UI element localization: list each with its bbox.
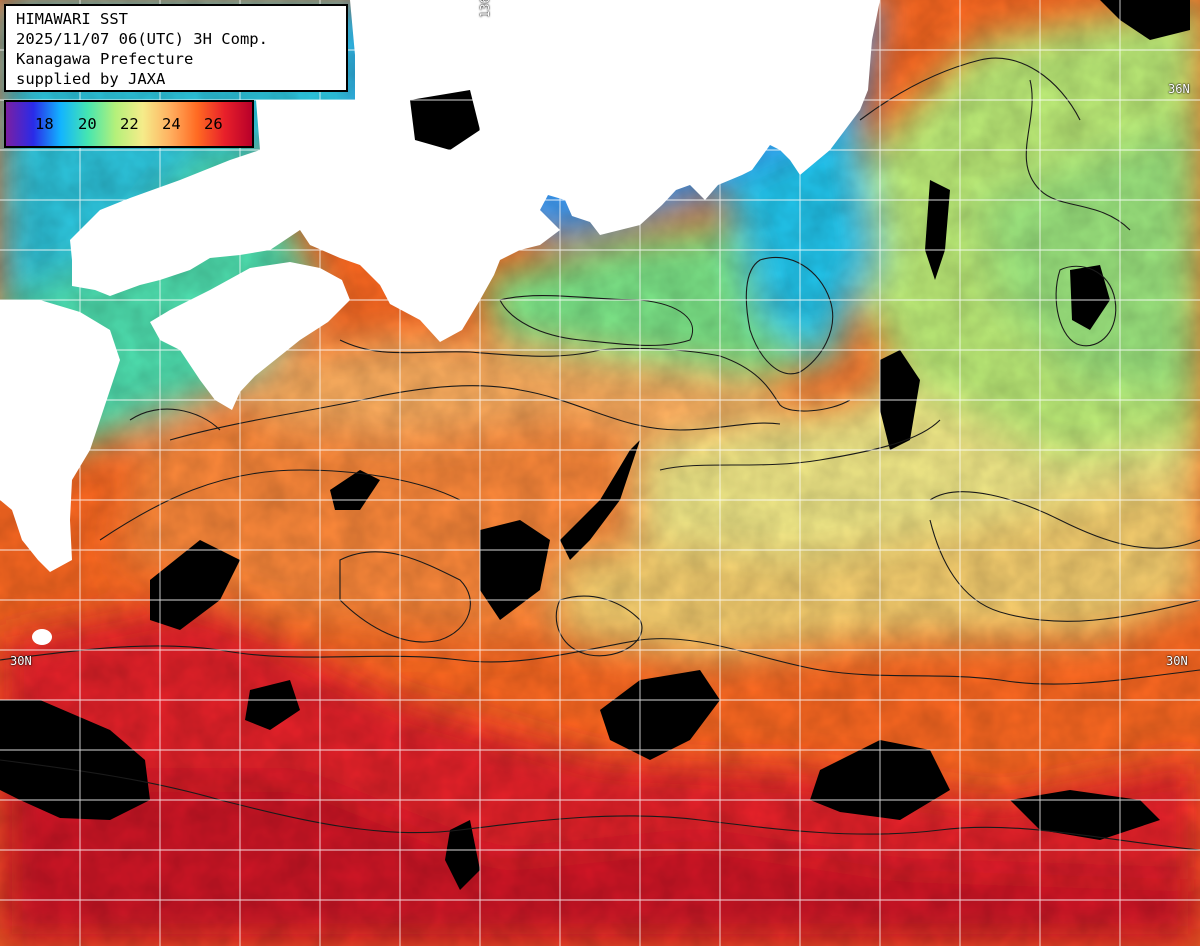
contour-25a xyxy=(99,469,461,541)
land-islet-3 xyxy=(12,398,24,418)
title-line-2: 2025/11/07 06(UTC) 3H Comp. xyxy=(16,30,268,48)
contour-21ne xyxy=(859,57,1081,121)
contour-w2 xyxy=(339,551,471,643)
cloud-east1 xyxy=(1010,790,1160,840)
cloud-south3 xyxy=(445,820,480,890)
legend-label-20: 20 xyxy=(78,115,97,133)
contour-25c xyxy=(929,491,1200,549)
legend-label-24: 24 xyxy=(162,115,181,133)
land-shikoku xyxy=(150,262,350,410)
contour-25d xyxy=(929,519,1200,622)
contour-24b xyxy=(659,419,941,471)
cloud-isle xyxy=(1070,265,1110,330)
cloud-nne xyxy=(1100,0,1190,40)
cloud-center xyxy=(480,520,550,620)
cloud-south1 xyxy=(600,670,720,760)
cloud-north-e xyxy=(925,180,950,280)
color-legend: 18 20 22 24 26 xyxy=(4,100,254,148)
cloud-sw xyxy=(0,700,150,820)
grid-label-30n-right: 30N xyxy=(1166,654,1188,668)
cloud-west1 xyxy=(150,540,240,630)
land-honshu xyxy=(70,0,880,342)
title-line-4: supplied by JAXA xyxy=(16,70,166,88)
legend-color-bar xyxy=(6,102,252,146)
contour-24a xyxy=(169,385,781,441)
grid-label-36n-right: 36N xyxy=(1168,82,1190,96)
grid-label-30n-left: 30N xyxy=(10,654,32,668)
land-islet-2 xyxy=(10,378,30,402)
grid-label-136e: 136E xyxy=(478,0,492,18)
land xyxy=(0,0,880,645)
title-line-1: HIMAWARI SST xyxy=(16,10,128,28)
title-line-3: Kanagawa Prefecture xyxy=(16,50,194,68)
legend-labels: 18 20 22 24 26 xyxy=(6,102,252,146)
legend-label-22: 22 xyxy=(120,115,139,133)
legend-label-26: 26 xyxy=(204,115,223,133)
contour-w1 xyxy=(129,408,221,431)
contour-26a xyxy=(0,759,1200,851)
land-islet-1 xyxy=(32,629,52,645)
land-kyushu xyxy=(0,300,120,572)
legend-label-18: 18 xyxy=(35,115,54,133)
cloud-sw2 xyxy=(245,680,300,730)
contour-22 xyxy=(499,295,694,346)
map-title-box: HIMAWARI SST 2025/11/07 06(UTC) 3H Comp.… xyxy=(4,4,348,92)
contour-21 xyxy=(339,339,851,412)
contour-isle xyxy=(1055,265,1117,347)
cloud-nw xyxy=(410,90,480,150)
